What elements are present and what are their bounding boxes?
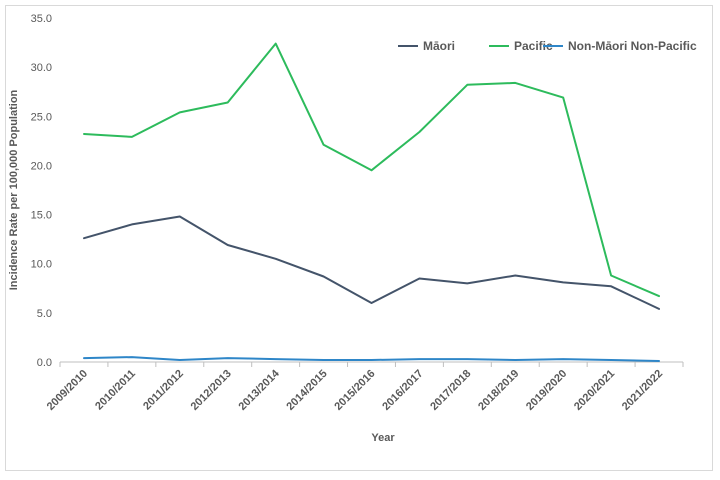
- y-tick-label: 20.0: [31, 160, 52, 172]
- y-tick-label: 5.0: [37, 308, 52, 320]
- legend-label: Pacific: [514, 39, 553, 53]
- x-tick-label: 2009/2010: [45, 368, 90, 413]
- legend: Māori Pacific Non-Māori Non-Pacific: [398, 39, 697, 53]
- x-tick-label: 2011/2012: [141, 368, 186, 413]
- x-tick-label: 2014/2015: [284, 368, 329, 413]
- series-line-0: [83, 215, 660, 310]
- x-axis-title: Year: [371, 432, 395, 444]
- y-tick-label: 35.0: [31, 13, 52, 25]
- x-tick-label: 2016/2017: [380, 368, 425, 413]
- x-tick-label: 2013/2014: [237, 367, 283, 413]
- x-axis-ticks: 2009/2010 2010/2011 2011/2012 2012/2013 2013…: [45, 362, 684, 413]
- x-tick-label: 2018/2019: [476, 368, 521, 413]
- x-tick-label: 2015/2016: [332, 368, 377, 413]
- y-axis-ticks: 0.0 5.0 10.0 15.0 20.0 25.0 30.0 35.0: [31, 13, 52, 369]
- chart-frame: [5, 5, 713, 471]
- y-tick-label: 10.0: [31, 259, 52, 271]
- legend-label: Non-Māori Non-Pacific: [568, 39, 697, 53]
- x-tick-label: 2012/2013: [189, 368, 234, 413]
- y-tick-label: 30.0: [31, 62, 52, 74]
- x-tick-label: 2021/2022: [620, 368, 665, 413]
- y-tick-label: 0.0: [37, 357, 52, 369]
- series-line-1: [83, 42, 660, 298]
- series-lines: [83, 42, 660, 362]
- y-tick-label: 25.0: [31, 111, 52, 123]
- series-line-2: [83, 356, 660, 362]
- y-axis-title: Incidence Rate per 100,000 Population: [8, 89, 20, 290]
- y-tick-label: 15.0: [31, 210, 52, 222]
- x-tick-label: 2020/2021: [572, 368, 617, 413]
- x-tick-label: 2010/2011: [93, 368, 138, 413]
- legend-label: Māori: [423, 39, 455, 53]
- x-tick-label: 2017/2018: [428, 368, 473, 413]
- x-tick-label: 2019/2020: [524, 368, 569, 413]
